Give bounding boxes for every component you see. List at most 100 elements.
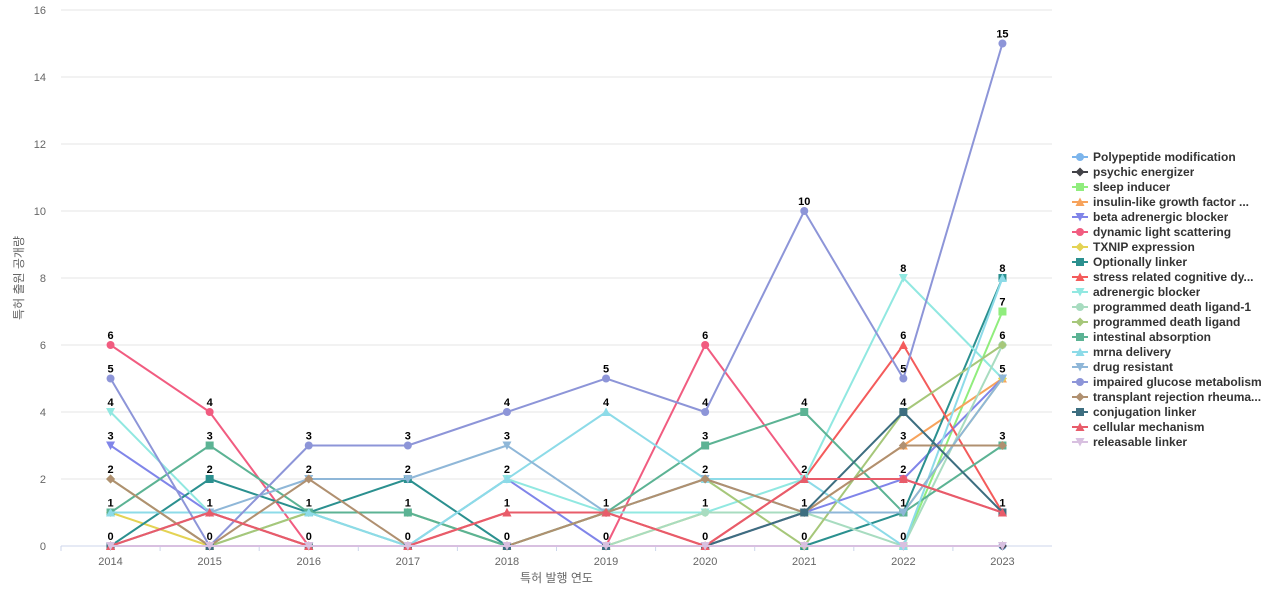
data-label: 3: [207, 431, 213, 443]
data-point: [799, 474, 809, 483]
data-label: 6: [900, 330, 906, 342]
legend-item[interactable]: stress related cognitive dy...: [1072, 269, 1277, 284]
legend-symbol: [1072, 272, 1088, 281]
legend-item[interactable]: psychic energizer: [1072, 164, 1277, 179]
data-point: [502, 542, 512, 551]
legend-label: Polypeptide modification: [1093, 149, 1236, 164]
legend-symbol: [1072, 437, 1088, 446]
legend-item[interactable]: drug resistant: [1072, 359, 1277, 374]
data-label: 1: [107, 498, 113, 510]
data-label: 8: [999, 263, 1005, 275]
legend-label: sleep inducer: [1093, 179, 1171, 194]
data-point: [997, 542, 1007, 551]
data-label: 3: [702, 431, 708, 443]
data-label: 1: [504, 498, 510, 510]
legend-symbol: [1072, 182, 1088, 191]
y-tick-label: 6: [40, 340, 46, 352]
data-point: [205, 542, 215, 551]
y-tick-label: 14: [34, 72, 46, 84]
data-point: [701, 508, 710, 517]
data-label: 6: [702, 330, 708, 342]
legend-item[interactable]: impaired glucose metabolism: [1072, 374, 1277, 389]
legend-marker: [1076, 182, 1084, 191]
legend-marker: [1076, 407, 1084, 416]
legend-label: adrenergic blocker: [1093, 284, 1201, 299]
legend-item[interactable]: intestinal absorption: [1072, 329, 1277, 344]
legend-item[interactable]: programmed death ligand: [1072, 314, 1277, 329]
data-label: 1: [306, 498, 312, 510]
data-label: 4: [801, 397, 808, 409]
legend-symbol: [1072, 407, 1088, 416]
data-point: [997, 441, 1007, 450]
data-label: 3: [107, 431, 113, 443]
legend-item[interactable]: Optionally linker: [1072, 254, 1277, 269]
legend-item[interactable]: dynamic light scattering: [1072, 224, 1277, 239]
legend-symbol: [1072, 332, 1088, 341]
data-point: [898, 274, 908, 283]
data-point: [403, 475, 413, 484]
data-label: 4: [603, 397, 610, 409]
y-tick-label: 4: [40, 407, 46, 419]
y-tick-label: 8: [40, 273, 46, 285]
legend-symbol: [1072, 392, 1088, 401]
legend-symbol: [1072, 227, 1088, 236]
data-point: [205, 441, 214, 450]
y-axis-title: 특허 출원 공개량: [12, 236, 26, 320]
legend-marker: [1076, 302, 1084, 311]
legend-item[interactable]: insulin-like growth factor ...: [1072, 194, 1277, 209]
legend-label: impaired glucose metabolism: [1093, 374, 1262, 389]
data-point: [700, 542, 710, 551]
data-label: 4: [504, 397, 511, 409]
data-point: [998, 307, 1007, 316]
data-label: 1: [702, 498, 708, 510]
data-label: 1: [999, 498, 1005, 510]
data-point: [403, 441, 412, 450]
legend-item[interactable]: Polypeptide modification: [1072, 149, 1277, 164]
data-label: 2: [900, 464, 906, 476]
data-label: 10: [798, 196, 810, 208]
x-tick-label: 2020: [693, 556, 717, 568]
data-label: 5: [603, 364, 609, 376]
data-point: [106, 408, 116, 417]
data-point: [106, 441, 116, 450]
data-label: 0: [107, 531, 113, 543]
legend-item[interactable]: cellular mechanism: [1072, 419, 1277, 434]
data-point: [898, 474, 908, 483]
legend-item[interactable]: transplant rejection rheuma...: [1072, 389, 1277, 404]
x-tick-label: 2021: [792, 556, 816, 568]
data-point: [106, 374, 115, 383]
data-label: 15: [996, 29, 1008, 41]
y-tick-label: 12: [34, 139, 46, 151]
legend-symbol: [1072, 422, 1088, 431]
data-label: 4: [207, 397, 214, 409]
legend-label: programmed death ligand-1: [1093, 299, 1252, 314]
legend-item[interactable]: programmed death ligand-1: [1072, 299, 1277, 314]
data-label: 1: [603, 498, 609, 510]
data-label: 7: [999, 297, 1005, 309]
legend-label: insulin-like growth factor ...: [1093, 194, 1250, 209]
legend-symbol: [1072, 317, 1088, 326]
series-line: [109, 478, 1004, 547]
data-label: 0: [306, 531, 312, 543]
data-point: [700, 474, 710, 484]
legend-item[interactable]: beta adrenergic blocker: [1072, 209, 1277, 224]
legend-item[interactable]: conjugation linker: [1072, 404, 1277, 419]
data-point: [502, 508, 512, 517]
data-point: [997, 273, 1007, 282]
data-point: [106, 474, 116, 484]
data-label: 3: [306, 431, 312, 443]
data-point: [304, 474, 314, 484]
legend-label: psychic energizer: [1093, 164, 1195, 179]
legend-marker: [1075, 362, 1085, 371]
data-point: [106, 508, 116, 517]
legend-item[interactable]: sleep inducer: [1072, 179, 1277, 194]
series-line: [109, 377, 1004, 547]
legend-item[interactable]: mrna delivery: [1072, 344, 1277, 359]
data-label: 3: [999, 431, 1005, 443]
legend-item[interactable]: releasable linker: [1072, 434, 1277, 449]
data-label: 1: [405, 498, 411, 510]
data-point: [899, 408, 908, 416]
data-label: 0: [603, 531, 609, 543]
legend-item[interactable]: adrenergic blocker: [1072, 284, 1277, 299]
legend-item[interactable]: TXNIP expression: [1072, 239, 1277, 254]
